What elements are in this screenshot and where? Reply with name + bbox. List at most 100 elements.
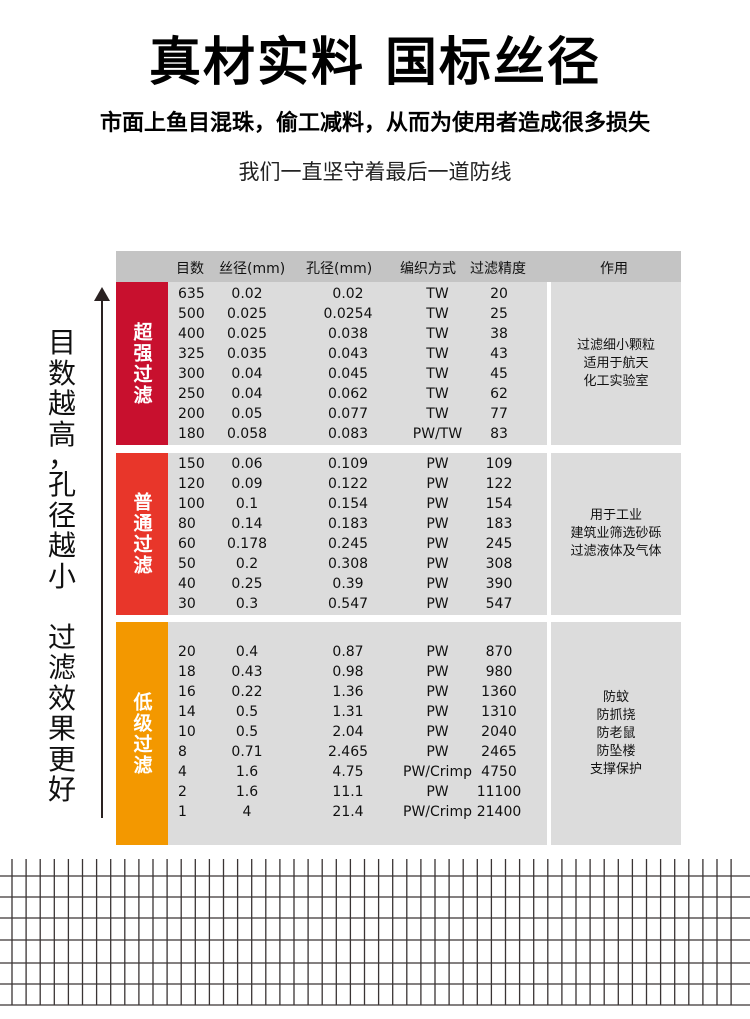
table-cell: 980	[485, 664, 513, 680]
table-cell: PW	[426, 744, 449, 760]
table-cell: 547	[485, 596, 513, 612]
table-cell: 1.31	[332, 704, 364, 720]
table-cell: 1360	[481, 684, 517, 700]
table-cell: 4750	[481, 764, 517, 780]
table-row: 50 0.2 0.308 PW 308	[168, 556, 547, 576]
table-cell: PW	[426, 496, 449, 512]
table-cell: TW	[426, 346, 449, 362]
section-rows: 20 0.4 0.87 PW 870 18 0.43 0.98 PW 980 16 0.22 1.36 P…	[168, 622, 547, 845]
table-cell: PW/Crimp	[403, 804, 472, 820]
table-cell: 0.09	[231, 476, 263, 492]
table-cell: 0.5	[235, 704, 259, 720]
table-cell: TW	[426, 386, 449, 402]
table-row: 500 0.025 0.0254 TW 25	[168, 306, 547, 326]
table-cell: 0.5	[235, 724, 259, 740]
table-cell: 0.035	[226, 346, 268, 362]
table-row: 300 0.04 0.045 TW 45	[168, 366, 547, 386]
table-cell: 122	[485, 476, 513, 492]
table-cell: PW	[426, 516, 449, 532]
col-usage: 作用	[600, 261, 628, 277]
table-cell: 20	[490, 286, 508, 302]
side-note-char: 越	[47, 387, 76, 420]
table-cell: 109	[485, 456, 513, 472]
table-cell: 2.465	[327, 744, 369, 760]
side-note-char: 越	[47, 529, 76, 562]
table-cell: 0.154	[327, 496, 369, 512]
table-cell: 2	[178, 784, 187, 800]
usage-line: 过滤细小颗粒	[576, 337, 655, 353]
table-cell: 77	[490, 406, 508, 422]
table-cell: PW	[426, 596, 449, 612]
table-cell: 2.04	[332, 724, 364, 740]
section-usage: 防蚊 防抓挠 防老鼠 防坠楼 支撑保护	[551, 622, 681, 845]
table-cell: 2040	[481, 724, 517, 740]
table-cell: 0.245	[327, 536, 369, 552]
table-cell: 0.045	[327, 366, 369, 382]
section-usage: 过滤细小颗粒 适用于航天 化工实验室	[551, 282, 681, 445]
table-cell: 1.6	[235, 764, 259, 780]
table-cell: 50	[178, 556, 196, 572]
table-cell: PW	[426, 704, 449, 720]
table-cell: 4	[178, 764, 187, 780]
arrow-up-icon	[94, 287, 110, 301]
table-cell: 83	[490, 426, 508, 442]
subtitle: 市面上鱼目混珠，偷工减料，从而为使用者造成很多损失	[99, 111, 650, 136]
table-cell: PW	[426, 556, 449, 572]
table-cell: 0.02	[231, 286, 263, 302]
table-cell: 0.98	[332, 664, 364, 680]
side-note-char: 小	[47, 559, 76, 593]
side-note-char: 孔	[47, 468, 76, 501]
table-cell: TW	[426, 306, 449, 322]
side-note: 目数越高，孔径越小 过滤效果更好	[46, 327, 78, 806]
side-note-char: 滤	[47, 651, 76, 684]
table-row: 4 1.6 4.75 PW/Crimp 4750	[168, 764, 547, 784]
table-cell: 60	[178, 536, 196, 552]
usage-line: 防坠楼	[596, 743, 636, 759]
usage-line: 过滤液体及气体	[570, 544, 662, 559]
arrow-shaft	[101, 296, 103, 818]
table-cell: 21400	[476, 804, 522, 820]
table-cell: 11.1	[332, 784, 364, 800]
table-cell: 154	[485, 496, 513, 512]
table-cell: 245	[485, 536, 513, 552]
section-label-text: 普通过滤	[130, 492, 153, 576]
table-cell: 250	[178, 386, 205, 402]
table-row: 120 0.09 0.122 PW 122	[168, 476, 547, 496]
table-cell: 0.02	[332, 286, 364, 302]
col-aperture: 孔径(mm)	[306, 261, 373, 277]
side-note-char: 好	[47, 773, 76, 806]
table-cell: 0.043	[327, 346, 369, 362]
table-cell: 25	[490, 306, 508, 322]
table-cell: 80	[178, 516, 196, 532]
table-cell: 0.183	[327, 516, 369, 532]
table-cell: 30	[178, 596, 196, 612]
table-cell: 0.025	[226, 306, 268, 322]
table-cell: 0.038	[327, 326, 369, 342]
table-row: 30 0.3 0.547 PW 547	[168, 596, 547, 616]
table-cell: TW	[426, 326, 449, 342]
usage-line: 防老鼠	[596, 725, 636, 741]
table-cell: PW	[426, 784, 449, 800]
table-cell: 150	[178, 456, 205, 472]
side-note-char: 更	[47, 742, 76, 776]
table-row: 80 0.14 0.183 PW 183	[168, 516, 547, 536]
table-cell: PW	[426, 684, 449, 700]
table-cell: 200	[178, 406, 205, 422]
table-cell: 1	[178, 804, 187, 820]
table-row: 60 0.178 0.245 PW 245	[168, 536, 547, 556]
table-row: 20 0.4 0.87 PW 870	[168, 644, 547, 664]
wire-mesh-illustration	[0, 859, 750, 1006]
table-cell: 0.178	[226, 536, 268, 552]
table-cell: 62	[490, 386, 508, 402]
side-note-char	[46, 592, 78, 623]
col-precision: 过滤精度	[470, 261, 526, 277]
table-cell: PW	[426, 476, 449, 492]
table-cell: 0.083	[327, 426, 369, 442]
table-row: 100 0.1 0.154 PW 154	[168, 496, 547, 516]
table-cell: 0.14	[231, 516, 263, 532]
table-cell: 21.4	[332, 804, 364, 820]
table-cell: 0.2	[235, 556, 259, 572]
table-cell: 0.04	[231, 386, 263, 402]
table-cell: 2465	[481, 744, 517, 760]
table-cell: 0.109	[327, 456, 369, 472]
